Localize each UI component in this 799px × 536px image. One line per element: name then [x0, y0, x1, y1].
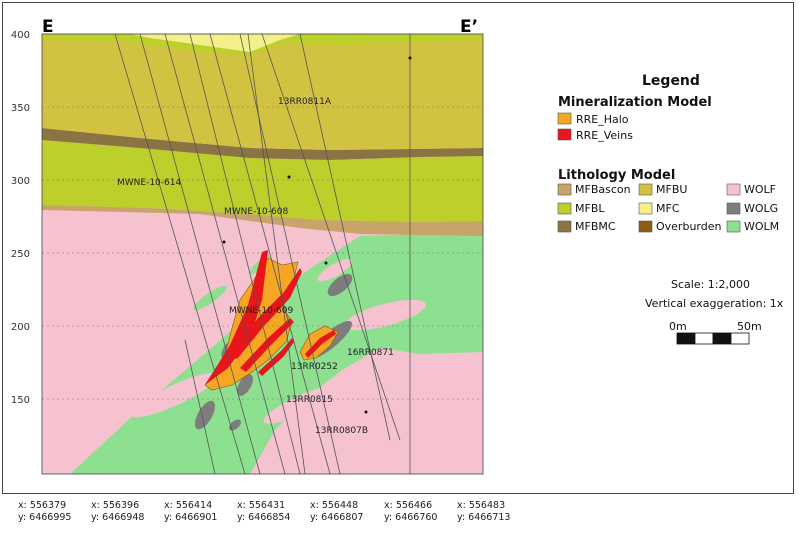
- swatch-wolf: [726, 183, 741, 196]
- elevation-tick-200: 200: [11, 322, 30, 333]
- swatch-mfc: [638, 202, 653, 215]
- legend-label-wolm: WOLM: [744, 220, 779, 233]
- scale-block: Scale: 1:2,000 Vertical exaggeration: 1x…: [645, 278, 784, 345]
- lithology-heading: Lithology Model: [558, 168, 675, 183]
- elevation-tick-150: 150: [11, 395, 30, 406]
- legend-label-wolf: WOLF: [744, 183, 776, 196]
- x-coordinate: x: 556448: [310, 500, 359, 511]
- wolf-lens: [263, 386, 337, 424]
- x-coordinate: x: 556414: [164, 500, 213, 511]
- x-coordinate: x: 556431: [237, 500, 286, 511]
- scale-bar: [676, 332, 750, 345]
- wolf-lens: [131, 372, 219, 418]
- swatch-mfbl: [557, 202, 572, 215]
- legend-label-mfc: MFC: [656, 202, 680, 215]
- y-coordinate: y: 6466995: [18, 512, 72, 523]
- wolm-lens: [193, 285, 227, 311]
- x-coordinate: x: 556379: [18, 500, 67, 511]
- coordinate-pair: x: 556466 y: 6466760: [384, 500, 437, 524]
- section-border: [41, 33, 484, 475]
- elevation-tick-350: 350: [11, 103, 30, 114]
- rre-vein: [305, 330, 336, 358]
- scale-bar-end-label: 50m: [737, 320, 762, 333]
- y-coordinate: y: 6466807: [310, 512, 364, 523]
- swatch-mfbascon: [557, 183, 572, 196]
- wolf-lens: [344, 299, 426, 331]
- legend-title: Legend: [642, 73, 700, 89]
- y-coordinate: y: 6466854: [237, 512, 291, 523]
- section-geology: [42, 34, 483, 474]
- drillhole-traces: [114, 34, 411, 474]
- mineralization-heading: Mineralization Model: [558, 95, 712, 110]
- y-coordinate: y: 6466901: [164, 512, 218, 523]
- vertical-exaggeration-text: Vertical exaggeration: 1x: [645, 297, 784, 310]
- coordinate-pair: x: 556379 y: 6466995: [18, 500, 71, 524]
- wolg-pod: [327, 273, 353, 297]
- section-label-right: E’: [460, 17, 478, 37]
- drillhole-label: MWNE-10-614: [117, 178, 181, 188]
- wolg-pod: [194, 400, 216, 430]
- legend: Legend Mineralization Model RRE_Halo RRE…: [557, 73, 779, 233]
- cross-section-map: E E’ 400 350 300 250 200 150: [11, 17, 784, 475]
- coordinate-pair: x: 556396 y: 6466948: [91, 500, 144, 524]
- swatch-wolg: [726, 202, 741, 215]
- elevation-tick-300: 300: [11, 176, 30, 187]
- x-coordinate: x: 556466: [384, 500, 433, 511]
- swatch-mfbmc: [557, 220, 572, 233]
- coordinate-pair: x: 556431 y: 6466854: [237, 500, 290, 524]
- coordinate-pair: x: 556448 y: 6466807: [310, 500, 363, 524]
- mfbascon-unit: [42, 205, 483, 236]
- legend-label-rre-veins: RRE_Veins: [576, 129, 633, 142]
- swatch-mfbu: [638, 183, 653, 196]
- coordinate-pair: x: 556483 y: 6466713: [457, 500, 510, 524]
- x-coordinate: x: 556483: [457, 500, 506, 511]
- coordinate-pair: x: 556414 y: 6466901: [164, 500, 217, 524]
- wolg-pod: [237, 374, 253, 396]
- mfbmc-unit: [42, 128, 483, 160]
- swatch-wolm: [726, 220, 741, 233]
- wolf-lens: [317, 258, 353, 282]
- legend-label-mfbascon: MFBascon: [575, 183, 631, 196]
- coordinate-row: x: 556379 y: 6466995 x: 556396 y: 646694…: [0, 500, 799, 536]
- drillhole-label: 13RR0252: [291, 362, 338, 372]
- drillhole-label: 13RR0815: [286, 395, 333, 405]
- wolg-pod: [229, 419, 241, 431]
- drillhole-label: MWNE-10-608: [224, 207, 288, 217]
- scale-text: Scale: 1:2,000: [671, 278, 750, 291]
- y-coordinate: y: 6466948: [91, 512, 145, 523]
- wolm-unit: [70, 232, 483, 474]
- drillhole-label: 13RR0807B: [315, 426, 368, 436]
- legend-label-mfbmc: MFBMC: [575, 220, 616, 233]
- drillhole-label: 16RR0871: [347, 348, 394, 358]
- section-label-left: E: [42, 17, 54, 37]
- swatch-overburden: [638, 220, 653, 233]
- drillhole-collars: [222, 56, 412, 414]
- y-coordinate: y: 6466713: [457, 512, 511, 523]
- swatch-rre-veins: [557, 128, 572, 141]
- x-coordinate: x: 556396: [91, 500, 140, 511]
- mfbu-unit: [42, 34, 483, 150]
- legend-label-wolg: WOLG: [744, 202, 778, 215]
- rre-vein: [258, 338, 294, 376]
- y-coordinate: y: 6466760: [384, 512, 438, 523]
- rre-vein: [205, 250, 268, 385]
- elevation-tick-250: 250: [11, 249, 30, 260]
- swatch-rre-halo: [557, 112, 572, 125]
- mfc-unit: [130, 34, 300, 52]
- elevation-tick-400: 400: [11, 30, 30, 41]
- legend-label-overburden: Overburden: [656, 220, 721, 233]
- drillhole-label: MWNE-10-609: [229, 306, 293, 316]
- scale-bar-start-label: 0m: [669, 320, 687, 333]
- legend-label-mfbl: MFBL: [575, 202, 605, 215]
- legend-label-mfbu: MFBU: [656, 183, 687, 196]
- legend-label-rre-halo: RRE_Halo: [576, 113, 629, 126]
- drillhole-label: 13RR0811A: [278, 97, 332, 107]
- rre-vein: [228, 268, 302, 360]
